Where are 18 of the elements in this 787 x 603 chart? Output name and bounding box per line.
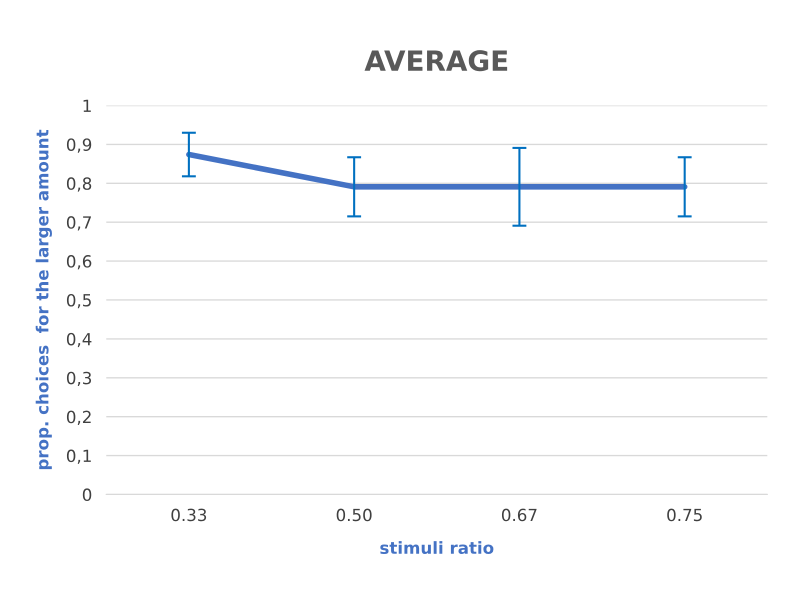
x-tick-label: 0.33 (171, 508, 206, 522)
y-tick-label: 0,3 (66, 372, 92, 386)
x-tick-label: 0.50 (336, 508, 372, 522)
chart-title: AVERAGE (364, 50, 508, 72)
y-tick-label: 0,6 (66, 255, 92, 270)
y-tick-label: 0,9 (66, 138, 92, 153)
y-tick-label: 1 (84, 100, 91, 112)
y-tick-label: 0 (82, 488, 92, 502)
x-axis-title: stimuli ratio (380, 541, 494, 554)
y-tick-label: 0,2 (66, 410, 91, 425)
y-tick-label: 0,8 (66, 177, 92, 192)
y-axis-title: prop. choices for the larger amount (36, 130, 52, 470)
x-tick-label: 0.75 (667, 508, 702, 522)
x-tick-label: 0.67 (502, 508, 537, 522)
y-tick-label: 0,4 (66, 332, 92, 348)
y-tick-label: 0,1 (66, 450, 91, 464)
y-tick-label: 0,7 (66, 216, 91, 230)
y-tick-label: 0,5 (66, 294, 91, 308)
